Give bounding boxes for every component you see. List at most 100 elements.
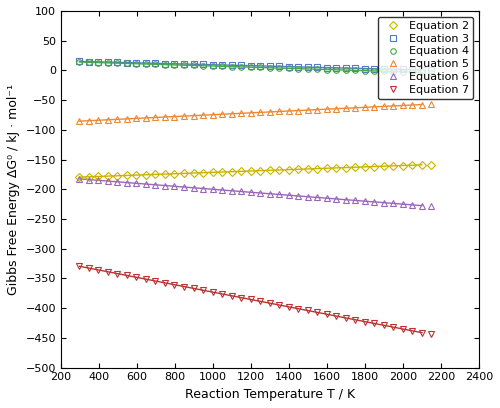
Equation 7 (257, 299, 263, 304)
Equation 3 (228, 63, 234, 68)
Equation 5 (105, 118, 111, 122)
Equation 7 (96, 268, 102, 273)
Equation 7 (181, 284, 187, 289)
Equation 7 (152, 279, 158, 284)
Equation 5 (352, 105, 358, 110)
Equation 4 (276, 66, 282, 71)
Equation 2 (76, 175, 82, 180)
Equation 2 (105, 174, 111, 179)
Equation 4 (124, 61, 130, 66)
Equation 3 (333, 65, 339, 70)
Equation 5 (428, 102, 434, 106)
Equation 7 (295, 306, 301, 311)
Equation 6 (248, 190, 254, 195)
Equation 5 (134, 116, 140, 121)
Equation 4 (409, 70, 415, 75)
Equation 3 (295, 64, 301, 69)
Equation 2 (228, 169, 234, 174)
Equation 5 (371, 104, 377, 109)
Equation 4 (362, 68, 368, 73)
Equation 7 (428, 332, 434, 337)
Equation 2 (200, 170, 206, 175)
Equation 3 (152, 61, 158, 66)
Equation 2 (286, 167, 292, 172)
Equation 2 (371, 164, 377, 169)
Equation 6 (114, 180, 120, 184)
Equation 7 (114, 271, 120, 276)
Equation 6 (295, 193, 301, 198)
Equation 4 (238, 64, 244, 69)
Equation 4 (105, 60, 111, 65)
Y-axis label: Gibbs Free Energy ΔG⁰ / kJ · mol⁻¹: Gibbs Free Energy ΔG⁰ / kJ · mol⁻¹ (7, 84, 20, 295)
Equation 4 (219, 64, 225, 69)
Equation 3 (76, 59, 82, 64)
Equation 2 (143, 172, 149, 177)
Equation 3 (143, 61, 149, 66)
Equation 4 (181, 63, 187, 68)
X-axis label: Reaction Temperature T / K: Reaction Temperature T / K (185, 388, 355, 401)
Equation 6 (276, 192, 282, 197)
Equation 4 (200, 63, 206, 68)
Equation 7 (390, 325, 396, 330)
Equation 2 (257, 168, 263, 173)
Equation 7 (324, 312, 330, 317)
Equation 4 (257, 65, 263, 70)
Equation 4 (266, 65, 272, 70)
Equation 3 (238, 63, 244, 68)
Equation 2 (276, 168, 282, 173)
Equation 7 (380, 323, 386, 328)
Equation 4 (228, 64, 234, 69)
Equation 5 (257, 110, 263, 115)
Equation 7 (200, 288, 206, 293)
Equation 4 (342, 68, 348, 73)
Equation 5 (324, 107, 330, 112)
Equation 7 (266, 301, 272, 306)
Equation 4 (76, 60, 82, 64)
Equation 6 (152, 182, 158, 187)
Equation 2 (304, 166, 310, 171)
Equation 6 (266, 191, 272, 196)
Equation 2 (96, 174, 102, 179)
Equation 6 (380, 200, 386, 205)
Equation 5 (190, 113, 196, 118)
Equation 4 (114, 61, 120, 66)
Equation 5 (304, 108, 310, 113)
Equation 7 (172, 282, 177, 287)
Equation 6 (324, 196, 330, 201)
Equation 2 (248, 169, 254, 173)
Equation 4 (304, 67, 310, 71)
Equation 6 (362, 199, 368, 204)
Equation 3 (286, 64, 292, 69)
Equation 6 (390, 201, 396, 206)
Equation 7 (352, 317, 358, 322)
Legend: Equation 2, Equation 3, Equation 4, Equation 5, Equation 6, Equation 7: Equation 2, Equation 3, Equation 4, Equa… (378, 16, 474, 99)
Equation 2 (295, 167, 301, 172)
Equation 2 (390, 164, 396, 169)
Equation 6 (314, 195, 320, 200)
Equation 7 (304, 308, 310, 313)
Equation 6 (86, 177, 92, 182)
Equation 4 (286, 66, 292, 71)
Equation 2 (162, 172, 168, 177)
Equation 3 (257, 64, 263, 69)
Equation 2 (342, 165, 348, 170)
Equation 7 (314, 310, 320, 315)
Equation 6 (96, 178, 102, 183)
Equation 2 (266, 168, 272, 173)
Equation 4 (134, 61, 140, 66)
Equation 6 (190, 185, 196, 190)
Equation 3 (352, 66, 358, 71)
Equation 3 (181, 62, 187, 67)
Equation 7 (219, 291, 225, 296)
Equation 6 (134, 181, 140, 186)
Equation 6 (371, 200, 377, 204)
Equation 2 (238, 169, 244, 174)
Line: Equation 2: Equation 2 (76, 162, 434, 180)
Equation 3 (371, 67, 377, 71)
Equation 4 (248, 65, 254, 70)
Equation 4 (210, 64, 216, 69)
Equation 7 (276, 302, 282, 307)
Equation 3 (219, 62, 225, 67)
Equation 6 (210, 187, 216, 192)
Equation 4 (400, 69, 406, 74)
